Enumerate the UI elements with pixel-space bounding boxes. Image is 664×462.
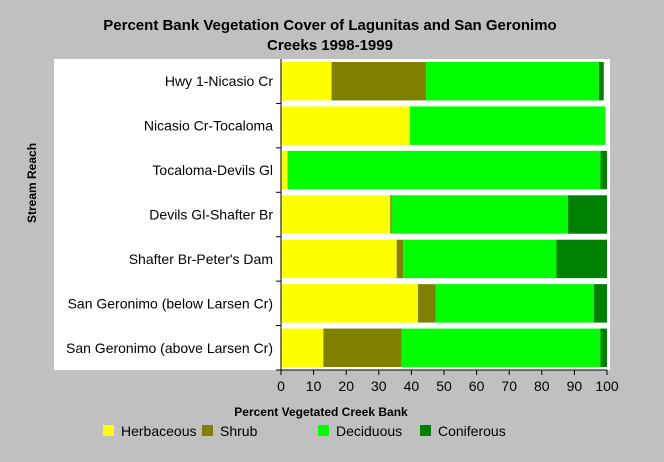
legend-label-herbaceous: Herbaceous [121,423,197,439]
bars [281,62,607,367]
bar-segment-coniferous [600,150,607,190]
category-label: San Geronimo (above Larsen Cr) [66,340,273,356]
x-tick-label: 80 [534,378,550,394]
bar-segment-deciduous [403,239,557,279]
category-label: Tocaloma-Devils Gl [152,162,273,178]
bar-segment-deciduous [435,284,594,323]
legend: Herbaceous Shrub Deciduous Coniferous [103,423,506,439]
x-tick-label: 10 [306,378,322,394]
bar-segment-coniferous [567,195,607,234]
bar-segment-shrub [331,62,427,101]
category-label: San Geronimo (below Larsen Cr) [68,295,273,311]
bar-segment-coniferous [598,62,604,101]
bar-segment-herbaceous [281,62,332,101]
x-tick-label: 60 [469,378,485,394]
category-label: Devils Gl-Shafter Br [149,207,273,223]
chart-title-line2: Creeks 1998-1999 [267,37,393,54]
category-label: Nicasio Cr-Tocaloma [144,118,273,134]
category-label: Shafter Br-Peter's Dam [129,251,273,267]
legend-swatch-herbaceous [103,425,114,436]
x-tick-label: 40 [404,378,420,394]
x-tick-label: 90 [567,378,583,394]
x-tick-label: 0 [277,378,285,394]
x-tick-label: 30 [371,378,387,394]
legend-swatch-coniferous [420,425,431,436]
legend-swatch-shrub [202,425,213,436]
x-tick-label: 70 [501,378,517,394]
bar-segment-deciduous [401,328,601,367]
bar-segment-deciduous [426,62,599,101]
category-label: Hwy 1-Nicasio Cr [165,73,273,89]
bar-segment-coniferous [600,328,607,367]
bar-segment-herbaceous [281,328,324,367]
legend-label-shrub: Shrub [220,423,258,439]
legend-swatch-deciduous [318,425,329,436]
bar-segment-shrub [417,284,436,323]
y-axis-label: Stream Reach [25,143,39,223]
bar-segment-deciduous [409,106,606,145]
bar-segment-deciduous [391,195,568,234]
category-labels: Hwy 1-Nicasio Cr Nicasio Cr-Tocaloma Tocal… [66,73,273,356]
x-axis-label: Percent Vegetated Creek Bank [234,405,408,419]
legend-label-deciduous: Deciduous [336,423,402,439]
bar-segment-deciduous [287,150,601,190]
x-tick-label: 20 [338,378,354,394]
bar-segment-coniferous [593,284,607,323]
x-tick-label: 100 [595,378,619,394]
chart-title-line1: Percent Bank Vegetation Cover of Lagunit… [103,17,556,34]
bar-segment-herbaceous [281,284,418,323]
bar-segment-herbaceous [281,150,288,190]
bar-segment-coniferous [556,239,607,279]
bar-segment-herbaceous [281,239,397,279]
bar-segment-shrub [323,328,402,367]
legend-label-coniferous: Coniferous [438,423,506,439]
x-tick-label: 50 [436,378,452,394]
bar-segment-shrub [396,239,404,279]
x-axis-ticks: 0 10 20 30 40 50 60 70 80 90 100 [276,102,619,394]
bar-segment-herbaceous [281,195,391,234]
bar-segment-herbaceous [281,106,410,145]
bar-segment-shrub [390,195,392,234]
